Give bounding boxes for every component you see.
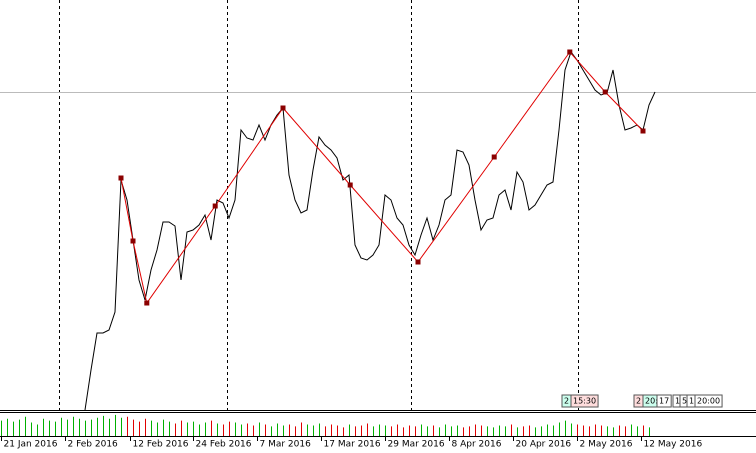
time-tag-text: 1 — [675, 397, 680, 406]
time-tag: 2 — [633, 394, 644, 408]
time-tag: 17 — [656, 394, 672, 408]
x-tick-label: 20 Apr 2016 — [516, 440, 572, 450]
time-tag-text: 20:00 — [697, 397, 720, 406]
x-tick-label: 8 Apr 2016 — [452, 440, 502, 450]
x-tick-label: 21 Jan 2016 — [4, 440, 58, 450]
time-tag-text: 1 — [689, 397, 694, 406]
x-tick-label: 7 Mar 2016 — [260, 440, 312, 450]
time-tag-text: 17 — [659, 397, 669, 406]
x-tick-label: 2 May 2016 — [580, 440, 633, 450]
x-tick-label: 24 Feb 2016 — [196, 440, 252, 450]
time-tag-text: 20: — [645, 397, 658, 406]
x-tick-label: 29 Mar 2016 — [388, 440, 445, 450]
zigzag-point — [491, 154, 497, 160]
zigzag-point — [567, 49, 573, 55]
x-tick-label: 17 Mar 2016 — [324, 440, 381, 450]
zigzag-point — [130, 238, 136, 244]
time-tag: 2 — [561, 394, 572, 408]
zigzag-point — [640, 128, 646, 134]
time-tag-box — [656, 394, 672, 408]
time-tag-box — [570, 394, 599, 408]
zigzag-point — [415, 259, 421, 265]
price-line — [84, 50, 656, 411]
time-tag-text: 2 — [636, 397, 641, 406]
zigzag-point — [144, 300, 150, 306]
x-tick-label: 12 May 2016 — [644, 440, 703, 450]
time-tag: 20:00 — [694, 394, 723, 408]
time-tag-text: 2 — [564, 397, 569, 406]
zigzag-point — [212, 203, 218, 209]
zigzag-point — [280, 105, 286, 111]
x-tick-label: 12 Feb 2016 — [133, 440, 189, 450]
time-tag-text: 15:30 — [573, 397, 596, 406]
zigzag-point — [347, 182, 353, 188]
time-tag: 15:30 — [570, 394, 599, 408]
time-tag-box — [694, 394, 723, 408]
zigzag-point — [602, 89, 608, 95]
x-tick-label: 2 Feb 2016 — [68, 440, 119, 450]
time-tag-text: 5 — [682, 397, 687, 406]
zigzag-point — [118, 175, 124, 181]
